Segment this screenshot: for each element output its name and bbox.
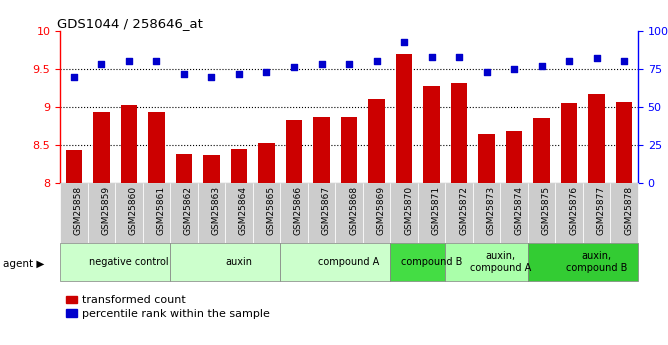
- Text: GSM25875: GSM25875: [542, 186, 550, 235]
- Bar: [253, 183, 281, 243]
- Bar: [225, 183, 253, 243]
- Text: GSM25871: GSM25871: [432, 186, 441, 235]
- Point: [481, 69, 492, 75]
- Point: [399, 39, 409, 45]
- Bar: [533, 118, 550, 183]
- Legend: transformed count, percentile rank within the sample: transformed count, percentile rank withi…: [65, 295, 271, 319]
- Bar: [473, 183, 500, 243]
- Point: [206, 74, 217, 79]
- Text: GSM25867: GSM25867: [321, 186, 331, 235]
- Point: [591, 56, 602, 61]
- Bar: [198, 183, 225, 243]
- Text: GSM25860: GSM25860: [129, 186, 138, 235]
- Bar: [170, 243, 281, 281]
- Text: GSM25859: GSM25859: [102, 186, 110, 235]
- Bar: [611, 183, 638, 243]
- Bar: [143, 183, 170, 243]
- Point: [178, 71, 189, 76]
- Bar: [93, 112, 110, 183]
- Bar: [390, 183, 418, 243]
- Point: [536, 63, 547, 69]
- Bar: [203, 155, 220, 183]
- Text: GSM25868: GSM25868: [349, 186, 358, 235]
- Bar: [424, 86, 440, 183]
- Text: agent ▶: agent ▶: [3, 259, 45, 269]
- Bar: [281, 183, 308, 243]
- Point: [343, 62, 354, 67]
- Bar: [170, 183, 198, 243]
- Point: [234, 71, 244, 76]
- Bar: [60, 243, 170, 281]
- Text: compound A: compound A: [319, 257, 379, 267]
- Point: [509, 66, 520, 72]
- Bar: [528, 243, 638, 281]
- Bar: [259, 142, 275, 183]
- Bar: [115, 183, 143, 243]
- Bar: [506, 131, 522, 183]
- Text: auxin,
compound A: auxin, compound A: [470, 252, 531, 273]
- Bar: [286, 120, 302, 183]
- Point: [261, 69, 272, 75]
- Bar: [176, 154, 192, 183]
- Bar: [341, 117, 357, 183]
- Text: GSM25869: GSM25869: [377, 186, 385, 235]
- Bar: [308, 183, 335, 243]
- Point: [69, 74, 79, 79]
- Bar: [616, 102, 633, 183]
- Point: [454, 54, 464, 60]
- Bar: [561, 103, 577, 183]
- Text: GSM25858: GSM25858: [74, 186, 83, 235]
- Text: GSM25876: GSM25876: [569, 186, 578, 235]
- Text: GSM25865: GSM25865: [267, 186, 275, 235]
- Bar: [148, 112, 165, 183]
- Bar: [555, 183, 583, 243]
- Text: GSM25873: GSM25873: [486, 186, 496, 235]
- Point: [124, 59, 134, 64]
- Text: GSM25878: GSM25878: [624, 186, 633, 235]
- Bar: [418, 183, 446, 243]
- Point: [564, 59, 574, 64]
- Point: [426, 54, 437, 60]
- Text: GSM25861: GSM25861: [156, 186, 166, 235]
- Text: GSM25864: GSM25864: [239, 186, 248, 235]
- Text: GSM25862: GSM25862: [184, 186, 193, 235]
- Text: GSM25877: GSM25877: [597, 186, 606, 235]
- Bar: [500, 183, 528, 243]
- Bar: [65, 150, 82, 183]
- Bar: [446, 243, 528, 281]
- Text: GSM25866: GSM25866: [294, 186, 303, 235]
- Point: [289, 65, 299, 70]
- Bar: [390, 243, 446, 281]
- Bar: [281, 243, 390, 281]
- Point: [371, 59, 382, 64]
- Point: [96, 62, 107, 67]
- Text: GDS1044 / 258646_at: GDS1044 / 258646_at: [57, 17, 203, 30]
- Bar: [451, 83, 468, 183]
- Text: negative control: negative control: [89, 257, 169, 267]
- Bar: [368, 99, 385, 183]
- Bar: [446, 183, 473, 243]
- Point: [316, 62, 327, 67]
- Bar: [121, 105, 137, 183]
- Point: [151, 59, 162, 64]
- Text: auxin: auxin: [226, 257, 253, 267]
- Text: GSM25863: GSM25863: [212, 186, 220, 235]
- Text: GSM25870: GSM25870: [404, 186, 413, 235]
- Bar: [335, 183, 363, 243]
- Text: compound B: compound B: [401, 257, 462, 267]
- Bar: [528, 183, 555, 243]
- Bar: [589, 94, 605, 183]
- Point: [619, 59, 629, 64]
- Bar: [88, 183, 115, 243]
- Bar: [230, 149, 247, 183]
- Text: GSM25872: GSM25872: [459, 186, 468, 235]
- Bar: [478, 134, 495, 183]
- Text: GSM25874: GSM25874: [514, 186, 523, 235]
- Bar: [583, 183, 611, 243]
- Bar: [396, 54, 412, 183]
- Bar: [313, 117, 330, 183]
- Bar: [363, 183, 390, 243]
- Bar: [60, 183, 88, 243]
- Text: auxin,
compound B: auxin, compound B: [566, 252, 627, 273]
